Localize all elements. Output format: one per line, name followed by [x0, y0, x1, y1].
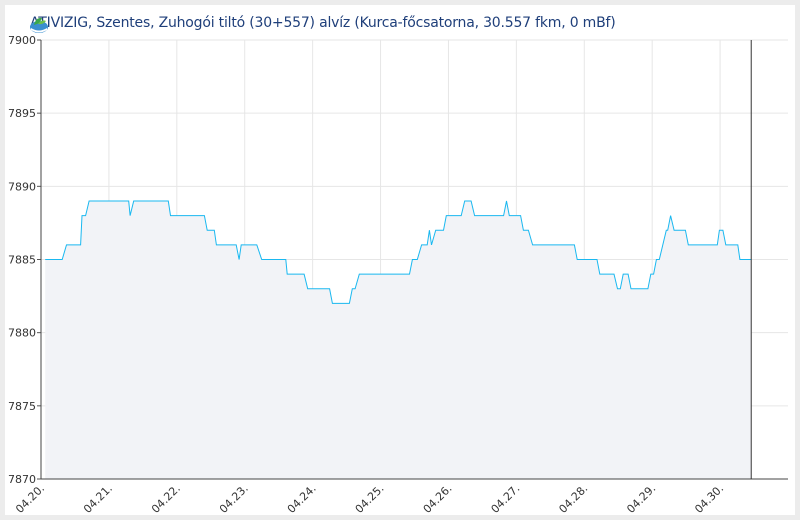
x-tick-label: 04.20. [13, 482, 47, 516]
ativizig-logo-icon [30, 17, 48, 33]
x-tick-label: 04.28. [556, 482, 590, 516]
x-tick-label: 04.23. [217, 482, 251, 516]
y-tick-label: 7885 [8, 254, 36, 267]
x-tick-label: 04.30. [692, 482, 726, 516]
y-tick-label: 7900 [8, 34, 36, 47]
series-line [45, 200, 752, 304]
y-tick-label: 7880 [8, 327, 36, 340]
x-tick-label: 04.25. [353, 482, 387, 516]
x-tick-label: 04.29. [624, 482, 658, 516]
x-tick-label: 04.27. [489, 482, 523, 516]
x-tick-label: 04.22. [149, 482, 183, 516]
y-tick-label: 7875 [8, 400, 36, 413]
y-tick-label: 7870 [8, 473, 36, 486]
series-area [45, 201, 752, 479]
y-tick-label: 7895 [8, 107, 36, 120]
chart-title-bar: ATIVIZIG, Szentes, Zuhogói tiltó (30+557… [30, 15, 616, 33]
x-tick-label: 04.21. [81, 482, 115, 516]
x-tick-label: 04.26. [421, 482, 455, 516]
chart-title: ATIVIZIG, Szentes, Zuhogói tiltó (30+557… [30, 15, 616, 31]
x-tick-label: 04.24. [285, 482, 319, 516]
y-tick-label: 7890 [8, 180, 36, 193]
